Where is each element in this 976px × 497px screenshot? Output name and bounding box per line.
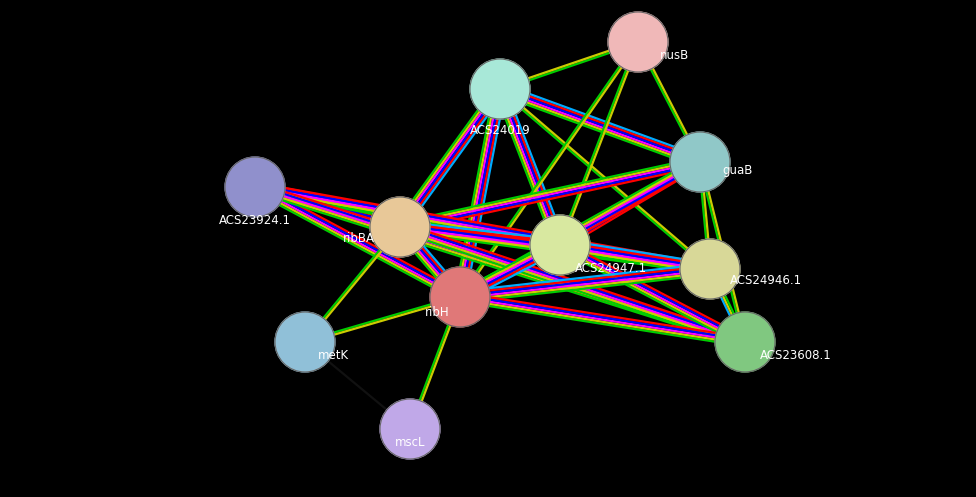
Ellipse shape (470, 59, 530, 119)
Text: guaB: guaB (722, 164, 752, 177)
Text: ACS23924.1: ACS23924.1 (219, 214, 291, 227)
Ellipse shape (380, 399, 440, 459)
Ellipse shape (225, 157, 285, 217)
Ellipse shape (530, 215, 590, 275)
Ellipse shape (430, 267, 490, 327)
Ellipse shape (370, 197, 430, 257)
Text: nusB: nusB (660, 49, 689, 62)
Text: ACS23608.1: ACS23608.1 (760, 349, 832, 362)
Text: metK: metK (318, 349, 349, 362)
Ellipse shape (275, 312, 335, 372)
Text: ribBA: ribBA (343, 232, 375, 245)
Text: mscL: mscL (394, 436, 426, 449)
Ellipse shape (608, 12, 668, 72)
Ellipse shape (680, 239, 740, 299)
Text: ACS24947.1: ACS24947.1 (575, 262, 647, 275)
Text: ribH: ribH (426, 306, 450, 319)
Ellipse shape (715, 312, 775, 372)
Text: ACS24946.1: ACS24946.1 (730, 274, 802, 287)
Ellipse shape (670, 132, 730, 192)
Text: ACS24019: ACS24019 (469, 124, 530, 137)
